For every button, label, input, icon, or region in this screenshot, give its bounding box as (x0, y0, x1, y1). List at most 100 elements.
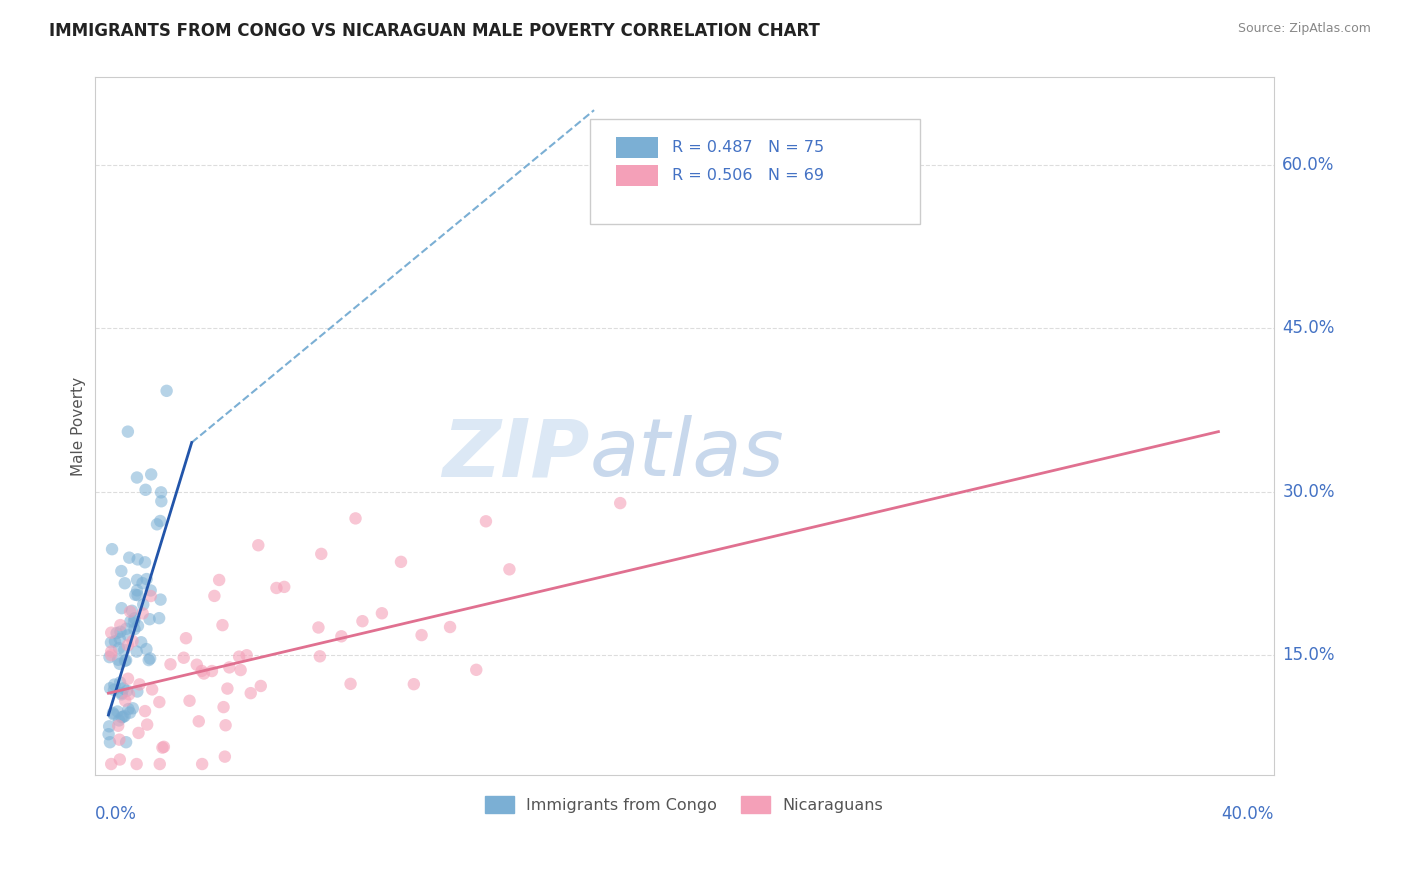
Point (174, 631, 197, 645)
Point (120, 605, 142, 619)
Text: ZIP: ZIP (443, 415, 591, 493)
Point (127, 583, 149, 598)
Point (307, 620, 329, 634)
Point (118, 550, 141, 565)
Point (115, 622, 138, 636)
Point (344, 511, 367, 525)
Point (118, 687, 141, 701)
Point (112, 710, 135, 724)
Point (149, 514, 172, 528)
Point (136, 717, 159, 731)
Point (149, 757, 172, 772)
Point (108, 632, 131, 646)
Point (128, 677, 150, 691)
Point (112, 681, 135, 696)
Point (330, 629, 353, 643)
Point (153, 739, 176, 754)
Text: 30.0%: 30.0% (1282, 483, 1334, 500)
Point (114, 693, 136, 707)
Point (339, 677, 361, 691)
Point (475, 514, 498, 528)
Point (100, 648, 122, 662)
Text: 0.0%: 0.0% (94, 805, 136, 823)
Point (122, 615, 145, 629)
Point (110, 618, 132, 632)
Point (239, 686, 262, 700)
Text: atlas: atlas (591, 415, 785, 493)
Text: R = 0.487   N = 75: R = 0.487 N = 75 (672, 140, 824, 154)
Point (117, 702, 139, 716)
Text: Source: ZipAtlas.com: Source: ZipAtlas.com (1237, 22, 1371, 36)
Point (148, 611, 170, 625)
Point (103, 677, 125, 691)
Point (135, 642, 157, 657)
Point (211, 618, 233, 632)
Point (173, 650, 195, 665)
Point (125, 644, 148, 658)
Point (111, 710, 134, 724)
Point (190, 664, 212, 678)
Point (498, 562, 520, 576)
Bar (616, 136, 658, 158)
Point (105, 626, 128, 640)
Point (100, 644, 122, 658)
FancyBboxPatch shape (591, 120, 920, 224)
Point (110, 624, 132, 639)
Point (114, 576, 136, 591)
Y-axis label: Male Poverty: Male Poverty (72, 376, 86, 475)
Point (127, 588, 149, 602)
Point (108, 641, 131, 656)
Point (371, 606, 394, 620)
Point (309, 649, 332, 664)
Point (125, 757, 148, 772)
Point (127, 552, 149, 566)
Point (110, 687, 132, 701)
Point (125, 470, 148, 484)
Text: IMMIGRANTS FROM CONGO VS NICARAGUAN MALE POVERTY CORRELATION CHART: IMMIGRANTS FROM CONGO VS NICARAGUAN MALE… (49, 22, 820, 40)
Point (118, 706, 141, 720)
Point (141, 682, 163, 697)
Point (156, 384, 179, 398)
Point (389, 555, 412, 569)
Point (150, 485, 173, 500)
Point (98, 681, 121, 696)
Text: 60.0%: 60.0% (1282, 155, 1334, 174)
Point (114, 654, 136, 668)
Point (108, 657, 131, 671)
Point (129, 635, 152, 649)
Point (100, 635, 122, 649)
Point (249, 679, 271, 693)
Point (131, 607, 153, 621)
Point (121, 604, 143, 618)
Point (111, 686, 134, 700)
Point (135, 572, 157, 586)
Point (214, 749, 236, 764)
Point (98, 650, 121, 665)
Point (201, 664, 224, 678)
Point (100, 757, 122, 772)
Point (115, 735, 138, 749)
Point (217, 681, 239, 696)
Point (101, 542, 124, 557)
Point (103, 682, 125, 697)
Point (139, 583, 162, 598)
Point (124, 588, 146, 602)
Point (186, 657, 208, 672)
Legend: Immigrants from Congo, Nicaraguans: Immigrants from Congo, Nicaraguans (478, 790, 890, 819)
Point (117, 672, 139, 686)
Point (121, 701, 143, 715)
Point (352, 614, 374, 628)
Point (108, 675, 131, 690)
Point (121, 634, 143, 648)
Point (150, 494, 173, 508)
Point (247, 538, 270, 552)
Text: R = 0.506   N = 69: R = 0.506 N = 69 (672, 168, 824, 183)
Point (148, 695, 170, 709)
Point (134, 555, 156, 569)
Point (134, 704, 156, 718)
Point (141, 467, 163, 482)
Point (146, 517, 169, 532)
Point (159, 657, 181, 672)
Point (139, 651, 162, 665)
Point (115, 653, 138, 667)
